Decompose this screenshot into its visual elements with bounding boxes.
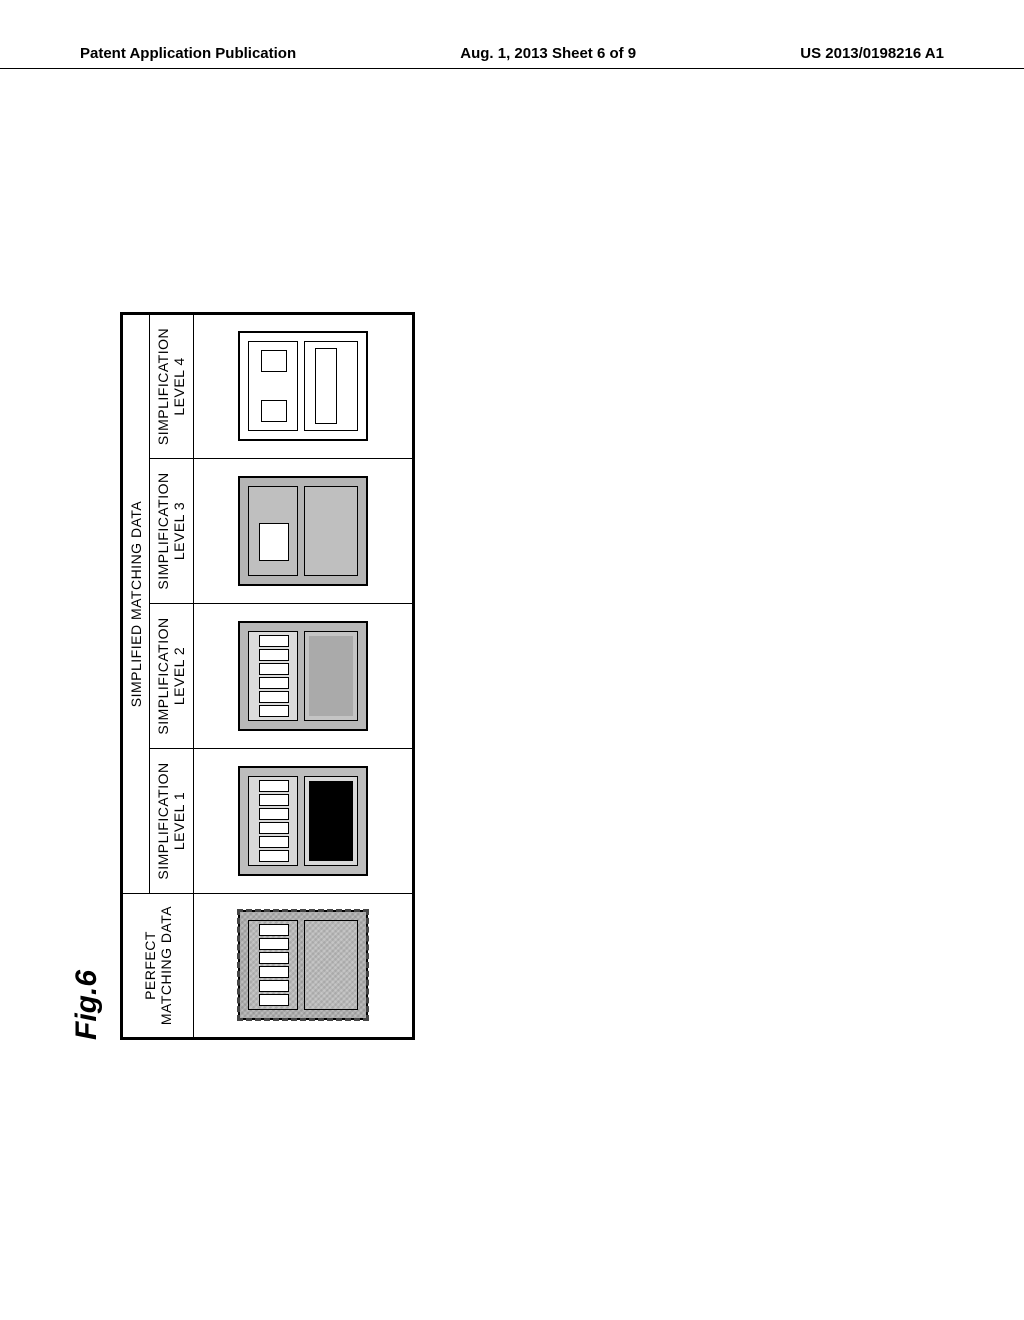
date-sheet-label: Aug. 1, 2013 Sheet 6 of 9 <box>460 45 636 68</box>
single-key <box>259 523 289 561</box>
thumb-bot-panel <box>304 342 358 432</box>
figure-table-wrap: PERFECT MATCHING DATA SIMPLIFIED MATCHIN… <box>120 312 415 1040</box>
cell-simp3 <box>194 459 414 604</box>
cell-simp2 <box>194 604 414 749</box>
screen-panel <box>309 636 353 716</box>
cell-perfect <box>194 894 414 1039</box>
figure-label: Fig.6 <box>70 970 104 1040</box>
screen-panel <box>309 781 353 861</box>
col-header-group-simplified: SIMPLIFIED MATCHING DATA <box>122 314 150 894</box>
table-image-row <box>194 314 414 1039</box>
thumb-top-panel <box>248 776 298 866</box>
outline-panel <box>315 349 337 425</box>
thumb-bot-panel <box>304 921 358 1011</box>
col-header-simp3: SIMPLIFICATION LEVEL 3 <box>150 459 194 604</box>
thumb-bot-panel <box>304 486 358 576</box>
publication-number: US 2013/0198216 A1 <box>800 45 944 68</box>
thumb-lvl3 <box>238 476 368 586</box>
thumb-top-panel <box>248 921 298 1011</box>
page-header: Patent Application Publication Aug. 1, 2… <box>0 45 1024 69</box>
thumb-lvl2 <box>238 621 368 731</box>
key-row <box>259 780 289 862</box>
thumb-top-panel <box>248 486 298 576</box>
key-row <box>259 925 289 1007</box>
cell-simp4 <box>194 314 414 459</box>
publication-label: Patent Application Publication <box>80 45 296 68</box>
thumb-top-panel <box>248 342 298 432</box>
thumb-bot-panel <box>304 631 358 721</box>
key-row <box>259 635 289 717</box>
thumb-perfect <box>238 911 368 1021</box>
thumb-lvl4 <box>238 332 368 442</box>
table-header-row: PERFECT MATCHING DATA SIMPLIFIED MATCHIN… <box>122 314 150 1039</box>
thumb-lvl1 <box>238 766 368 876</box>
cell-simp1 <box>194 749 414 894</box>
col-header-perfect: PERFECT MATCHING DATA <box>122 894 194 1039</box>
thumb-bot-panel <box>304 776 358 866</box>
thumb-top-panel <box>248 631 298 721</box>
col-header-simp2: SIMPLIFICATION LEVEL 2 <box>150 604 194 749</box>
two-keys <box>261 351 287 423</box>
col-header-simp1: SIMPLIFICATION LEVEL 1 <box>150 749 194 894</box>
col-header-simp4: SIMPLIFICATION LEVEL 4 <box>150 314 194 459</box>
matching-data-table: PERFECT MATCHING DATA SIMPLIFIED MATCHIN… <box>120 312 415 1040</box>
